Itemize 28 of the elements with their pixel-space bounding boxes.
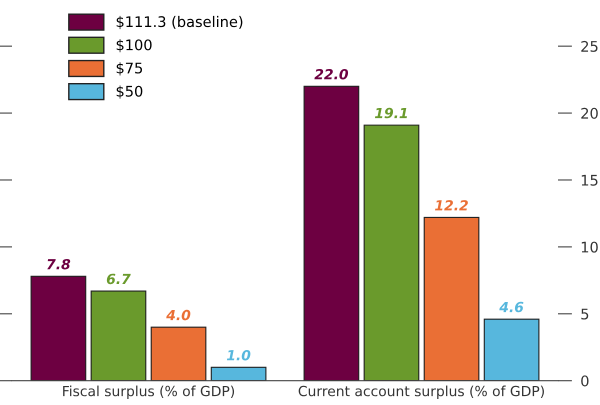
bar <box>484 318 540 381</box>
bar <box>304 86 360 381</box>
legend-label: $75 <box>116 62 142 76</box>
bar <box>150 326 206 381</box>
y-tick-label: 10 <box>582 242 598 253</box>
data-label: 4.6 <box>499 302 524 312</box>
data-label: 19.1 <box>374 108 407 118</box>
y-tick-label: 25 <box>581 40 598 52</box>
data-label: 1.0 <box>226 350 250 360</box>
data-label: 22.0 <box>314 68 348 80</box>
data-label: 6.7 <box>106 274 131 284</box>
legend-label: $100 <box>116 39 152 52</box>
y-tick-label: 5 <box>581 308 588 320</box>
legend-label: $50 <box>116 85 142 99</box>
data-label: 12.2 <box>434 200 468 210</box>
bar <box>424 216 480 381</box>
y-tick-label: 15 <box>582 174 598 186</box>
y-tick-label: 20 <box>581 108 598 119</box>
bar <box>30 276 86 381</box>
x-tick-label: Fiscal surplus (% of GDP) <box>63 386 234 400</box>
bar <box>90 290 146 381</box>
legend-label: $111.3 (baseline) <box>116 16 242 30</box>
x-tick-label: Current account surplus (% of GDP) <box>298 386 544 400</box>
bar <box>364 124 420 381</box>
data-label: 7.8 <box>47 258 70 270</box>
data-label: 4.0 <box>166 310 190 320</box>
y-tick-label: 0 <box>581 375 589 386</box>
bar <box>210 366 266 381</box>
